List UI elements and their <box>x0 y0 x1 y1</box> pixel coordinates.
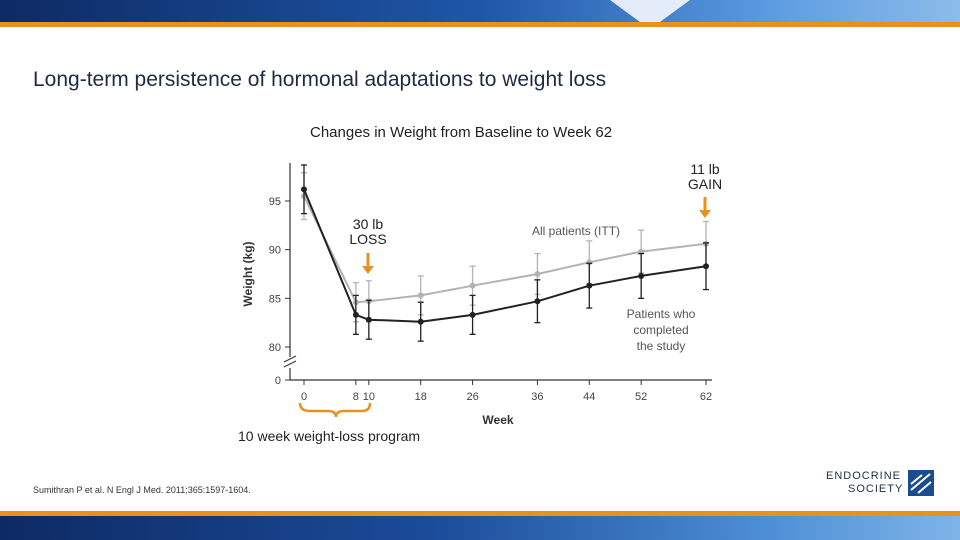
x-tick-label: 36 <box>531 391 543 403</box>
series-label-itt: All patients (ITT) <box>532 224 620 238</box>
y-tick-label: 85 <box>269 293 281 305</box>
data-point <box>534 271 541 277</box>
data-point <box>352 311 359 318</box>
citation: Sumithran P et al. N Engl J Med. 2011;36… <box>33 485 251 495</box>
data-point <box>534 298 541 305</box>
loss-callout: 30 lb LOSS <box>343 217 393 247</box>
header-accent-line <box>0 22 960 27</box>
series-label-completed: completed <box>633 323 688 337</box>
x-axis-title: Week <box>482 413 513 427</box>
x-tick-label: 8 <box>353 391 359 403</box>
chart-series <box>301 164 709 342</box>
chart-axes: 80 85 90 95 0 0 8 10 18 26 36 44 52 62 Week Weight (kg) <box>241 163 712 427</box>
y-axis-title: Weight (kg) <box>241 241 255 306</box>
series-label-completed: the study <box>637 339 686 353</box>
x-tick-label: 44 <box>583 391 595 403</box>
x-tick-label: 52 <box>635 391 647 403</box>
x-tick-label: 62 <box>700 391 712 403</box>
gain-arrow-head <box>699 210 711 218</box>
x-tick-label: 26 <box>466 391 478 403</box>
gain-word: GAIN <box>687 176 723 192</box>
data-point <box>417 318 424 325</box>
series-itt <box>301 172 709 323</box>
y-tick-label: 80 <box>269 342 281 354</box>
chart-title: Changes in Weight from Baseline to Week … <box>310 124 613 141</box>
data-point <box>586 282 593 289</box>
axis-break-mark <box>283 360 297 368</box>
program-label: 10 week weight-loss program <box>238 428 421 444</box>
slide-title: Long-term persistence of hormonal adapta… <box>33 68 607 91</box>
series-completed <box>301 164 709 342</box>
chart-annotations <box>298 197 711 418</box>
y-tick-label: 0 <box>275 375 281 387</box>
data-point <box>469 311 476 318</box>
endocrine-society-logo: ENDOCRINE SOCIETY <box>826 468 934 498</box>
axis-break-mark <box>283 355 297 363</box>
data-point <box>469 282 476 289</box>
loss-arrow-head <box>362 266 374 274</box>
x-tick-label: 10 <box>363 391 375 403</box>
series-label-completed: Patients who <box>627 307 696 321</box>
y-tick-label: 95 <box>269 196 281 208</box>
series-line <box>303 195 707 304</box>
gain-amount: 11 lb <box>690 161 720 177</box>
x-tick-label: 0 <box>301 391 307 403</box>
loss-word: LOSS <box>349 231 387 247</box>
data-point <box>703 263 709 270</box>
chart-labels: All patients (ITT) Patients who completed t… <box>532 224 696 353</box>
loss-amount: 30 lb <box>352 216 384 232</box>
logo-line-2: SOCIETY <box>848 483 904 495</box>
footer-accent-line <box>0 511 960 516</box>
header-band <box>0 0 960 22</box>
data-point <box>638 272 645 279</box>
data-point <box>301 186 307 193</box>
data-point <box>365 316 372 323</box>
x-tick-label: 18 <box>415 391 427 403</box>
logo-mark-icon <box>908 470 934 496</box>
gain-callout: 11 lb GAIN <box>682 162 728 192</box>
program-bracket <box>298 402 372 418</box>
y-tick-label: 90 <box>269 245 281 257</box>
footer-band <box>0 516 960 540</box>
logo-line-1: ENDOCRINE <box>826 470 902 482</box>
data-point <box>417 292 424 299</box>
